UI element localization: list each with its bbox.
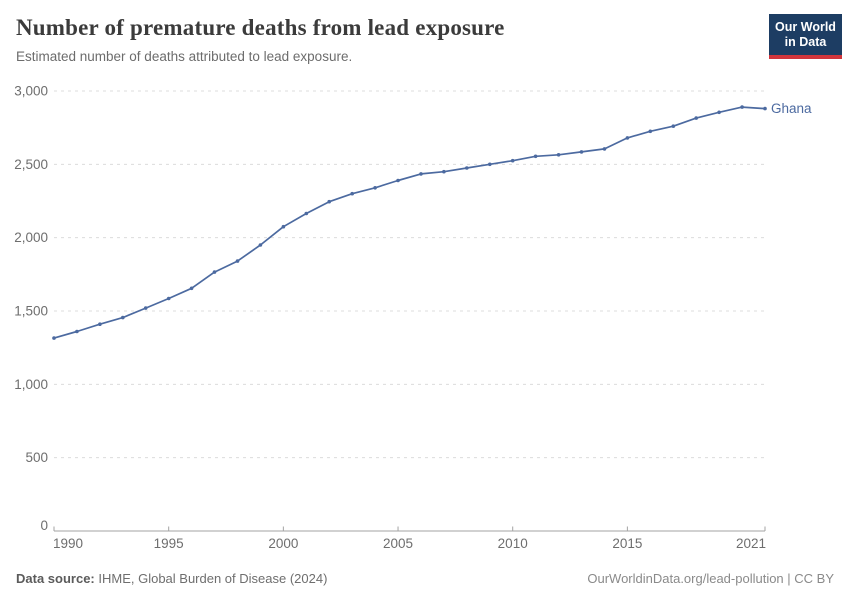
data-point[interactable] (189, 286, 194, 291)
y-tick-label: 2,500 (14, 157, 48, 172)
data-point[interactable] (510, 158, 515, 163)
data-point[interactable] (602, 147, 607, 151)
owid-logo-line1: Our World (775, 20, 836, 34)
data-point[interactable] (648, 129, 653, 134)
chart-footer: Data source: IHME, Global Burden of Dise… (16, 571, 834, 586)
y-tick-label: 0 (40, 518, 48, 533)
x-axis-labels: 1990 1995 2000 2005 2010 2015 2021 (53, 536, 766, 551)
owid-logo[interactable]: Our World in Data (769, 14, 842, 59)
data-point[interactable] (671, 124, 676, 128)
x-tick-label: 1995 (154, 536, 184, 551)
series-ghana[interactable] (52, 105, 767, 340)
data-point[interactable] (98, 322, 102, 326)
data-point[interactable] (75, 329, 79, 334)
x-tick-label: 2015 (612, 536, 642, 551)
y-axis-labels: 0 500 1,000 1,500 2,000 2,500 3,000 (14, 84, 48, 534)
x-tick-label: 2000 (268, 536, 298, 551)
data-point[interactable] (166, 296, 171, 301)
chart-title: Number of premature deaths from lead exp… (16, 15, 505, 40)
chart-subtitle: Estimated number of deaths attributed to… (16, 49, 353, 65)
owid-logo-line2: in Data (784, 35, 827, 49)
x-tick-label: 2021 (736, 536, 766, 551)
y-tick-label: 1,500 (14, 304, 48, 319)
x-tick-label: 2005 (383, 536, 413, 551)
y-tick-label: 3,000 (14, 84, 48, 99)
data-point[interactable] (373, 186, 377, 190)
data-point[interactable] (465, 166, 469, 170)
owid-logo-accent-bar (769, 55, 842, 59)
series-end-label[interactable]: Ghana (771, 101, 812, 116)
series-end-label-group[interactable]: Ghana (771, 101, 812, 116)
x-axis (53, 526, 766, 532)
data-source-label: Data source: (16, 571, 95, 586)
data-point[interactable] (717, 110, 721, 115)
data-point[interactable] (740, 105, 744, 109)
data-point[interactable] (350, 191, 355, 196)
data-point[interactable] (533, 154, 538, 159)
owid-logo-text: Our World in Data (769, 14, 842, 55)
data-point[interactable] (143, 306, 148, 310)
data-point[interactable] (235, 259, 240, 263)
data-source-note: Data source: IHME, Global Burden of Dise… (16, 571, 327, 586)
data-point[interactable] (556, 153, 561, 157)
data-point[interactable] (579, 150, 584, 154)
y-gridlines (54, 90, 765, 459)
data-source-text: IHME, Global Burden of Disease (2024) (94, 571, 328, 586)
data-point[interactable] (281, 224, 286, 229)
data-point[interactable] (304, 211, 309, 216)
y-tick-label: 2,000 (14, 230, 48, 245)
data-point[interactable] (327, 199, 332, 204)
license-credit[interactable]: OurWorldinData.org/lead-pollution | CC B… (587, 571, 834, 586)
y-tick-label: 1,000 (14, 377, 48, 392)
data-point[interactable] (763, 106, 767, 111)
data-point[interactable] (694, 116, 698, 120)
data-point[interactable] (488, 162, 492, 167)
data-point[interactable] (396, 178, 400, 183)
x-tick-label: 1990 (53, 536, 83, 551)
data-point[interactable] (52, 336, 56, 340)
x-tick-label: 2010 (498, 536, 528, 551)
chart-area[interactable]: 0 500 1,000 1,500 2,000 2,500 3,000 1990 1995 20… (0, 78, 850, 556)
data-point[interactable] (212, 270, 217, 274)
y-tick-label: 500 (25, 450, 48, 465)
data-point[interactable] (625, 136, 630, 140)
chart-header: Number of premature deaths from lead exp… (16, 15, 750, 64)
data-point[interactable] (442, 169, 446, 174)
line-chart-svg[interactable]: 0 500 1,000 1,500 2,000 2,500 3,000 1990 1995 20… (0, 78, 850, 556)
data-point[interactable] (258, 243, 263, 247)
data-point[interactable] (419, 172, 423, 176)
data-point[interactable] (121, 315, 125, 320)
series-line[interactable] (53, 106, 766, 339)
